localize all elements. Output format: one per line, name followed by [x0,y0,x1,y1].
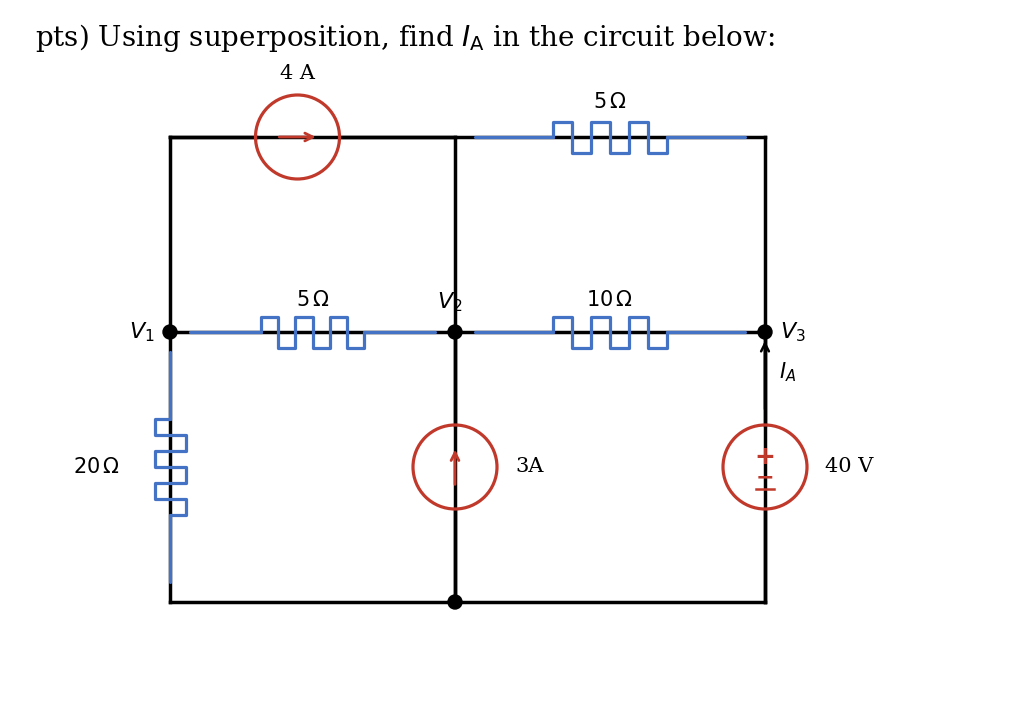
Text: $10\,\Omega$: $10\,\Omega$ [587,290,634,310]
Text: −: − [756,467,774,487]
Circle shape [758,325,772,339]
Text: 4 A: 4 A [280,64,315,83]
Text: $5\,\Omega$: $5\,\Omega$ [593,92,627,112]
Circle shape [449,325,462,339]
Text: 40 V: 40 V [825,457,873,477]
Text: $V_1$: $V_1$ [129,320,155,343]
Circle shape [449,595,462,609]
Text: $V_3$: $V_3$ [780,320,806,343]
Text: $V_2$: $V_2$ [437,290,463,314]
Text: $I_A$: $I_A$ [779,361,796,384]
Text: +: + [755,445,775,469]
Text: $5\,\Omega$: $5\,\Omega$ [296,290,330,310]
Text: pts) Using superposition, find $I_{\rm A}$ in the circuit below:: pts) Using superposition, find $I_{\rm A… [35,22,775,54]
Circle shape [163,325,177,339]
Text: $20\,\Omega$: $20\,\Omega$ [73,457,120,477]
Text: 3A: 3A [515,457,544,477]
